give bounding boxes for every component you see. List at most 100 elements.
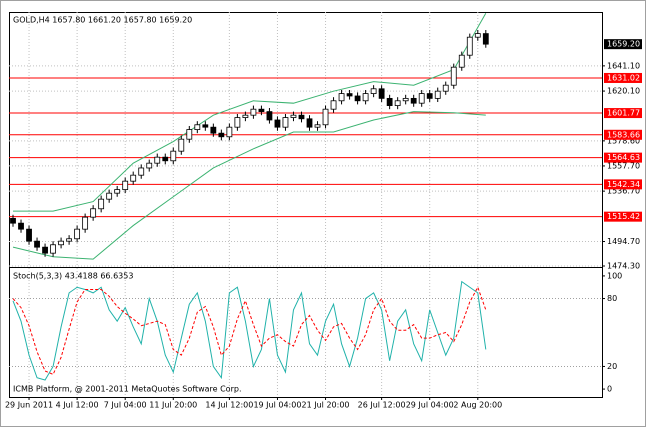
candle-body xyxy=(162,156,169,162)
x-tick-label: 19 Jul 04:00 xyxy=(253,401,301,410)
candle-body xyxy=(82,216,89,230)
candle-body xyxy=(114,189,121,194)
x-tick-label: 4 Jul 12:00 xyxy=(56,401,99,410)
y-tick-label: 20 xyxy=(607,362,617,371)
x-tick-label: 11 Jul 20:00 xyxy=(149,401,197,410)
y-tick-label: 0 xyxy=(607,385,612,394)
candle-body xyxy=(274,119,281,128)
candle-body xyxy=(418,93,425,104)
copyright: ICMB Platform, @ 2001-2011 MetaQuotes So… xyxy=(13,385,242,394)
candle-body xyxy=(186,129,193,140)
candle-body xyxy=(234,117,241,128)
candle-body xyxy=(170,150,177,162)
candle-body xyxy=(258,108,265,112)
candle-body xyxy=(482,33,489,45)
y-tick-label: 1557.70 xyxy=(607,161,640,170)
y-tick-label: 1536.70 xyxy=(607,187,640,196)
y-tick-label: 80 xyxy=(607,294,617,303)
last-price-label: 1659.20 xyxy=(607,40,640,49)
level-label: 1601.77 xyxy=(607,109,640,118)
candle-body xyxy=(466,36,473,56)
candle-body xyxy=(178,138,185,152)
stoch-header: Stoch(5,3,3) 43.4188 66.6353 xyxy=(13,272,133,281)
candle-body xyxy=(378,88,385,99)
x-tick-label: 26 Jul 12:00 xyxy=(358,401,406,410)
stoch-line xyxy=(12,280,487,381)
candle-body xyxy=(346,93,353,97)
level-tag xyxy=(604,129,642,140)
candle-body xyxy=(130,174,137,182)
candle-body xyxy=(34,240,40,248)
candle-body xyxy=(122,180,129,190)
candle-body xyxy=(106,192,113,200)
candle-body xyxy=(330,100,337,110)
candle-body xyxy=(138,167,145,176)
candle-body xyxy=(242,114,249,118)
candle-body xyxy=(266,111,273,121)
candle-body xyxy=(42,246,48,254)
candle-body xyxy=(194,124,201,130)
candle-body xyxy=(226,126,233,138)
candle-body xyxy=(314,124,321,128)
candle-body xyxy=(66,238,73,242)
candle-body xyxy=(18,222,24,230)
plot-frame xyxy=(9,12,603,398)
x-tick-label: 29 Jul 04:00 xyxy=(406,401,454,410)
level-tag xyxy=(604,211,642,222)
level-label: 1542.34 xyxy=(607,180,640,189)
x-tick-label: 14 Jul 12:00 xyxy=(205,401,253,410)
candle-body xyxy=(98,198,105,210)
x-tick-label: 7 Jul 04:00 xyxy=(104,401,147,410)
y-tick-label: 1474.30 xyxy=(607,262,640,271)
candle-body xyxy=(322,108,329,126)
candle-body xyxy=(58,240,64,246)
x-tick-label: 29 Jun 2011 xyxy=(5,401,53,410)
level-tag xyxy=(604,108,642,119)
candle-body xyxy=(74,228,81,240)
y-tick-label: 100 xyxy=(607,271,622,280)
level-label: 1515.42 xyxy=(607,212,640,221)
candle-body xyxy=(338,93,345,102)
main-header: GOLD,H4 1657.80 1661.20 1657.80 1659.20 xyxy=(13,16,192,25)
candle-body xyxy=(202,124,209,128)
candle-body xyxy=(426,93,433,99)
candle-body xyxy=(290,114,297,118)
candle-body xyxy=(10,217,16,224)
band-line xyxy=(13,12,487,212)
candle-body xyxy=(362,93,369,102)
candle-body xyxy=(386,97,393,106)
stoch-line xyxy=(12,286,487,376)
level-tag xyxy=(604,72,642,83)
candle-body xyxy=(434,90,441,99)
level-label: 1631.02 xyxy=(607,73,640,82)
candle-body xyxy=(210,126,217,134)
y-tick-label: 1578.60 xyxy=(607,136,640,145)
band-line xyxy=(12,111,486,260)
candle-body xyxy=(50,244,56,254)
candle-body xyxy=(146,162,153,169)
level-label: 1564.63 xyxy=(607,153,640,162)
candle-body xyxy=(410,97,417,104)
candle-body xyxy=(154,156,161,164)
level-tag xyxy=(604,152,642,163)
candle-body xyxy=(306,118,313,128)
candle-body xyxy=(458,54,465,68)
y-tick-label: 1620.10 xyxy=(607,87,640,96)
candle-body xyxy=(450,66,457,86)
candle-body xyxy=(298,114,305,120)
level-tag xyxy=(604,179,642,190)
level-label: 1583.66 xyxy=(607,130,640,139)
candle-body xyxy=(354,95,361,102)
candle-body xyxy=(90,208,97,218)
candle-body xyxy=(394,100,401,106)
candle-body xyxy=(250,108,257,116)
last-price-tag xyxy=(604,39,642,50)
candle-body xyxy=(474,33,481,38)
candle-body xyxy=(26,228,32,242)
candle-body xyxy=(282,117,289,128)
candle-body xyxy=(370,88,377,94)
candle-body xyxy=(218,132,225,138)
y-tick-label: 1494.70 xyxy=(607,237,640,246)
